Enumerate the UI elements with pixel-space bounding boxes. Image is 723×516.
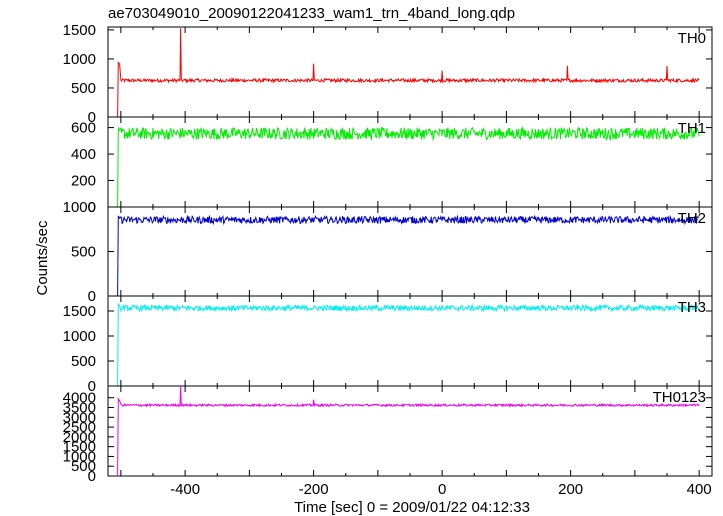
y-tick-label: 0 [88,199,96,216]
panel-label-th2: TH2 [678,210,706,227]
y-tick-label: 3500 [63,400,96,417]
y-tick-label: 400 [71,146,96,163]
series-line-th2 [117,214,700,297]
panel-th0: 0 500 1000 1500 TH0 [63,22,713,126]
y-tick-label: 0 [88,468,96,485]
y-tick-label: 1500 [63,22,96,39]
y-tick-label: 500 [71,244,96,261]
y-axis-label: Counts/sec [34,220,51,296]
series-line-th0123 [117,385,700,477]
x-tick-label: -200 [299,481,329,498]
panel-th2: 0 500 1000 TH2 [63,199,713,305]
y-tick-label: 1500 [63,303,96,320]
y-tick-label: 4000 [63,390,96,407]
x-tick-label: 400 [687,481,712,498]
chart-title: ae703049010_20090122041233_wam1_trn_4ban… [108,5,515,22]
y-tick-label: 1500 [63,439,96,456]
x-axis-label: Time [sec] 0 = 2009/01/22 04:12:33 [294,499,530,516]
panel-label-th3: TH3 [678,299,706,316]
series-line-th3 [117,303,700,387]
y-tick-label: 200 [71,173,96,190]
y-tick-label: 500 [71,80,96,97]
y-tick-label: 0 [88,288,96,305]
y-tick-label: 2500 [63,419,96,436]
panel-frame [107,385,713,477]
x-tick-label: 200 [558,481,583,498]
y-tick-label: 1000 [63,51,96,68]
y-tick-label: 500 [71,458,96,475]
series-line-th0 [117,28,700,118]
panel-frame [107,26,713,118]
series-line-th1 [117,126,700,208]
panel-label-th1: TH1 [678,120,706,137]
y-tick-label: 1000 [63,328,96,345]
x-tick-label: -400 [170,481,200,498]
panel-th3: 0 500 1000 1500 TH3 [63,295,713,395]
y-tick-label: 0 [88,109,96,126]
y-tick-label: 600 [71,120,96,137]
panel-th1: 0 200 400 600 TH1 [71,116,713,216]
y-tick-label: 500 [71,353,96,370]
y-tick-label: 1000 [63,448,96,465]
y-tick-label: 0 [88,378,96,395]
panel-label-th0123: TH0123 [653,389,706,406]
x-tick-label: 0 [438,481,446,498]
y-tick-label: 1000 [63,199,96,216]
y-tick-label: 2000 [63,429,96,446]
panel-label-th0: TH0 [678,30,706,47]
y-tick-label: 3000 [63,409,96,426]
